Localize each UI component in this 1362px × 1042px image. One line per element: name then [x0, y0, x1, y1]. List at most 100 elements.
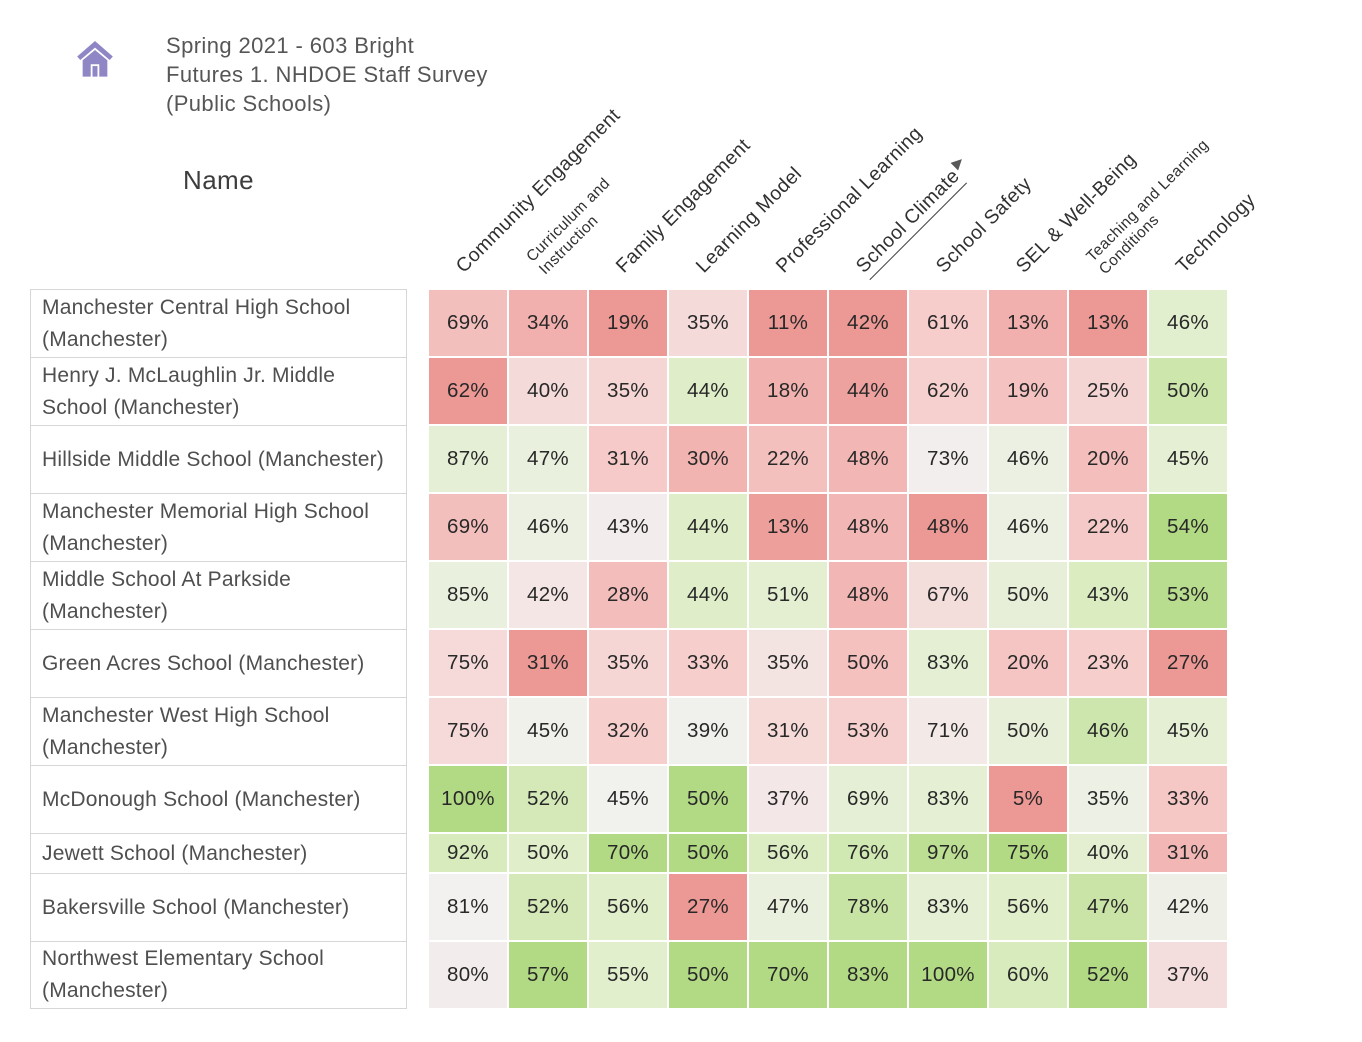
heatmap-cell[interactable]: 35% [668, 289, 748, 357]
heatmap-cell[interactable]: 45% [1148, 697, 1228, 765]
heatmap-cell[interactable]: 60% [988, 941, 1068, 1009]
column-header-name[interactable]: Name [183, 165, 254, 195]
heatmap-cell[interactable]: 19% [588, 289, 668, 357]
heatmap-cell[interactable]: 31% [1148, 833, 1228, 873]
heatmap-cell[interactable]: 83% [908, 765, 988, 833]
heatmap-cell[interactable]: 43% [588, 493, 668, 561]
heatmap-cell[interactable]: 45% [1148, 425, 1228, 493]
row-name-green-acres-school-manchester[interactable]: Green Acres School (Manchester) [30, 629, 407, 697]
row-name-northwest-elementary-school-manchester[interactable]: Northwest Elementary School (Manchester) [30, 941, 407, 1009]
heatmap-cell[interactable]: 55% [588, 941, 668, 1009]
heatmap-cell[interactable]: 50% [668, 833, 748, 873]
row-name-middle-school-at-parkside-manchester[interactable]: Middle School At Parkside (Manchester) [30, 561, 407, 629]
heatmap-cell[interactable]: 31% [748, 697, 828, 765]
row-name-bakersville-school-manchester[interactable]: Bakersville School (Manchester) [30, 873, 407, 941]
heatmap-cell[interactable]: 50% [668, 941, 748, 1009]
heatmap-cell[interactable]: 83% [908, 629, 988, 697]
heatmap-cell[interactable]: 33% [668, 629, 748, 697]
heatmap-cell[interactable]: 47% [748, 873, 828, 941]
heatmap-cell[interactable]: 33% [1148, 765, 1228, 833]
heatmap-cell[interactable]: 45% [588, 765, 668, 833]
heatmap-cell[interactable]: 27% [668, 873, 748, 941]
heatmap-cell[interactable]: 52% [1068, 941, 1148, 1009]
row-name-mcdonough-school-manchester[interactable]: McDonough School (Manchester) [30, 765, 407, 833]
heatmap-cell[interactable]: 37% [1148, 941, 1228, 1009]
heatmap-cell[interactable]: 11% [748, 289, 828, 357]
heatmap-cell[interactable]: 45% [508, 697, 588, 765]
row-name-manchester-west-high-school-manchester[interactable]: Manchester West High School (Manchester) [30, 697, 407, 765]
heatmap-cell[interactable]: 50% [828, 629, 908, 697]
heatmap-cell[interactable]: 100% [908, 941, 988, 1009]
heatmap-cell[interactable]: 81% [428, 873, 508, 941]
heatmap-cell[interactable]: 5% [988, 765, 1068, 833]
row-name-jewett-school-manchester[interactable]: Jewett School (Manchester) [30, 833, 407, 873]
heatmap-cell[interactable]: 48% [828, 493, 908, 561]
heatmap-cell[interactable]: 62% [908, 357, 988, 425]
row-name-manchester-memorial-high-school-manchester[interactable]: Manchester Memorial High School (Manches… [30, 493, 407, 561]
heatmap-cell[interactable]: 42% [508, 561, 588, 629]
heatmap-cell[interactable]: 48% [828, 561, 908, 629]
heatmap-cell[interactable]: 23% [1068, 629, 1148, 697]
heatmap-cell[interactable]: 42% [828, 289, 908, 357]
heatmap-cell[interactable]: 20% [1068, 425, 1148, 493]
heatmap-cell[interactable]: 50% [668, 765, 748, 833]
heatmap-cell[interactable]: 54% [1148, 493, 1228, 561]
heatmap-cell[interactable]: 47% [1068, 873, 1148, 941]
heatmap-cell[interactable]: 40% [1068, 833, 1148, 873]
heatmap-cell[interactable]: 46% [1068, 697, 1148, 765]
heatmap-cell[interactable]: 46% [508, 493, 588, 561]
heatmap-cell[interactable]: 70% [748, 941, 828, 1009]
heatmap-cell[interactable]: 48% [828, 425, 908, 493]
heatmap-cell[interactable]: 75% [428, 697, 508, 765]
heatmap-cell[interactable]: 35% [748, 629, 828, 697]
heatmap-cell[interactable]: 37% [748, 765, 828, 833]
heatmap-cell[interactable]: 31% [508, 629, 588, 697]
heatmap-cell[interactable]: 83% [828, 941, 908, 1009]
heatmap-cell[interactable]: 13% [1068, 289, 1148, 357]
heatmap-cell[interactable]: 50% [988, 697, 1068, 765]
heatmap-cell[interactable]: 57% [508, 941, 588, 1009]
heatmap-cell[interactable]: 85% [428, 561, 508, 629]
heatmap-cell[interactable]: 69% [428, 493, 508, 561]
heatmap-cell[interactable]: 46% [1148, 289, 1228, 357]
heatmap-cell[interactable]: 18% [748, 357, 828, 425]
heatmap-cell[interactable]: 56% [588, 873, 668, 941]
heatmap-cell[interactable]: 75% [988, 833, 1068, 873]
heatmap-cell[interactable]: 53% [828, 697, 908, 765]
heatmap-cell[interactable]: 48% [908, 493, 988, 561]
heatmap-cell[interactable]: 46% [988, 493, 1068, 561]
heatmap-cell[interactable]: 13% [988, 289, 1068, 357]
heatmap-cell[interactable]: 51% [748, 561, 828, 629]
heatmap-cell[interactable]: 62% [428, 357, 508, 425]
heatmap-cell[interactable]: 44% [668, 493, 748, 561]
heatmap-cell[interactable]: 78% [828, 873, 908, 941]
heatmap-cell[interactable]: 76% [828, 833, 908, 873]
row-name-henry-j-mclaughlin-jr-middle-school-manchester[interactable]: Henry J. McLaughlin Jr. Middle School (M… [30, 357, 407, 425]
heatmap-cell[interactable]: 19% [988, 357, 1068, 425]
heatmap-cell[interactable]: 40% [508, 357, 588, 425]
heatmap-cell[interactable]: 56% [748, 833, 828, 873]
heatmap-cell[interactable]: 97% [908, 833, 988, 873]
heatmap-cell[interactable]: 50% [508, 833, 588, 873]
heatmap-cell[interactable]: 87% [428, 425, 508, 493]
heatmap-cell[interactable]: 67% [908, 561, 988, 629]
heatmap-cell[interactable]: 56% [988, 873, 1068, 941]
heatmap-cell[interactable]: 32% [588, 697, 668, 765]
heatmap-cell[interactable]: 46% [988, 425, 1068, 493]
heatmap-cell[interactable]: 42% [1148, 873, 1228, 941]
heatmap-cell[interactable]: 52% [508, 765, 588, 833]
heatmap-cell[interactable]: 73% [908, 425, 988, 493]
heatmap-cell[interactable]: 13% [748, 493, 828, 561]
heatmap-cell[interactable]: 28% [588, 561, 668, 629]
heatmap-cell[interactable]: 44% [828, 357, 908, 425]
heatmap-cell[interactable]: 22% [748, 425, 828, 493]
row-name-manchester-central-high-school-manchester[interactable]: Manchester Central High School (Manchest… [30, 289, 407, 357]
heatmap-cell[interactable]: 44% [668, 561, 748, 629]
heatmap-cell[interactable]: 44% [668, 357, 748, 425]
heatmap-cell[interactable]: 25% [1068, 357, 1148, 425]
heatmap-cell[interactable]: 83% [908, 873, 988, 941]
heatmap-cell[interactable]: 35% [588, 357, 668, 425]
heatmap-cell[interactable]: 50% [1148, 357, 1228, 425]
heatmap-cell[interactable]: 69% [428, 289, 508, 357]
heatmap-cell[interactable]: 61% [908, 289, 988, 357]
